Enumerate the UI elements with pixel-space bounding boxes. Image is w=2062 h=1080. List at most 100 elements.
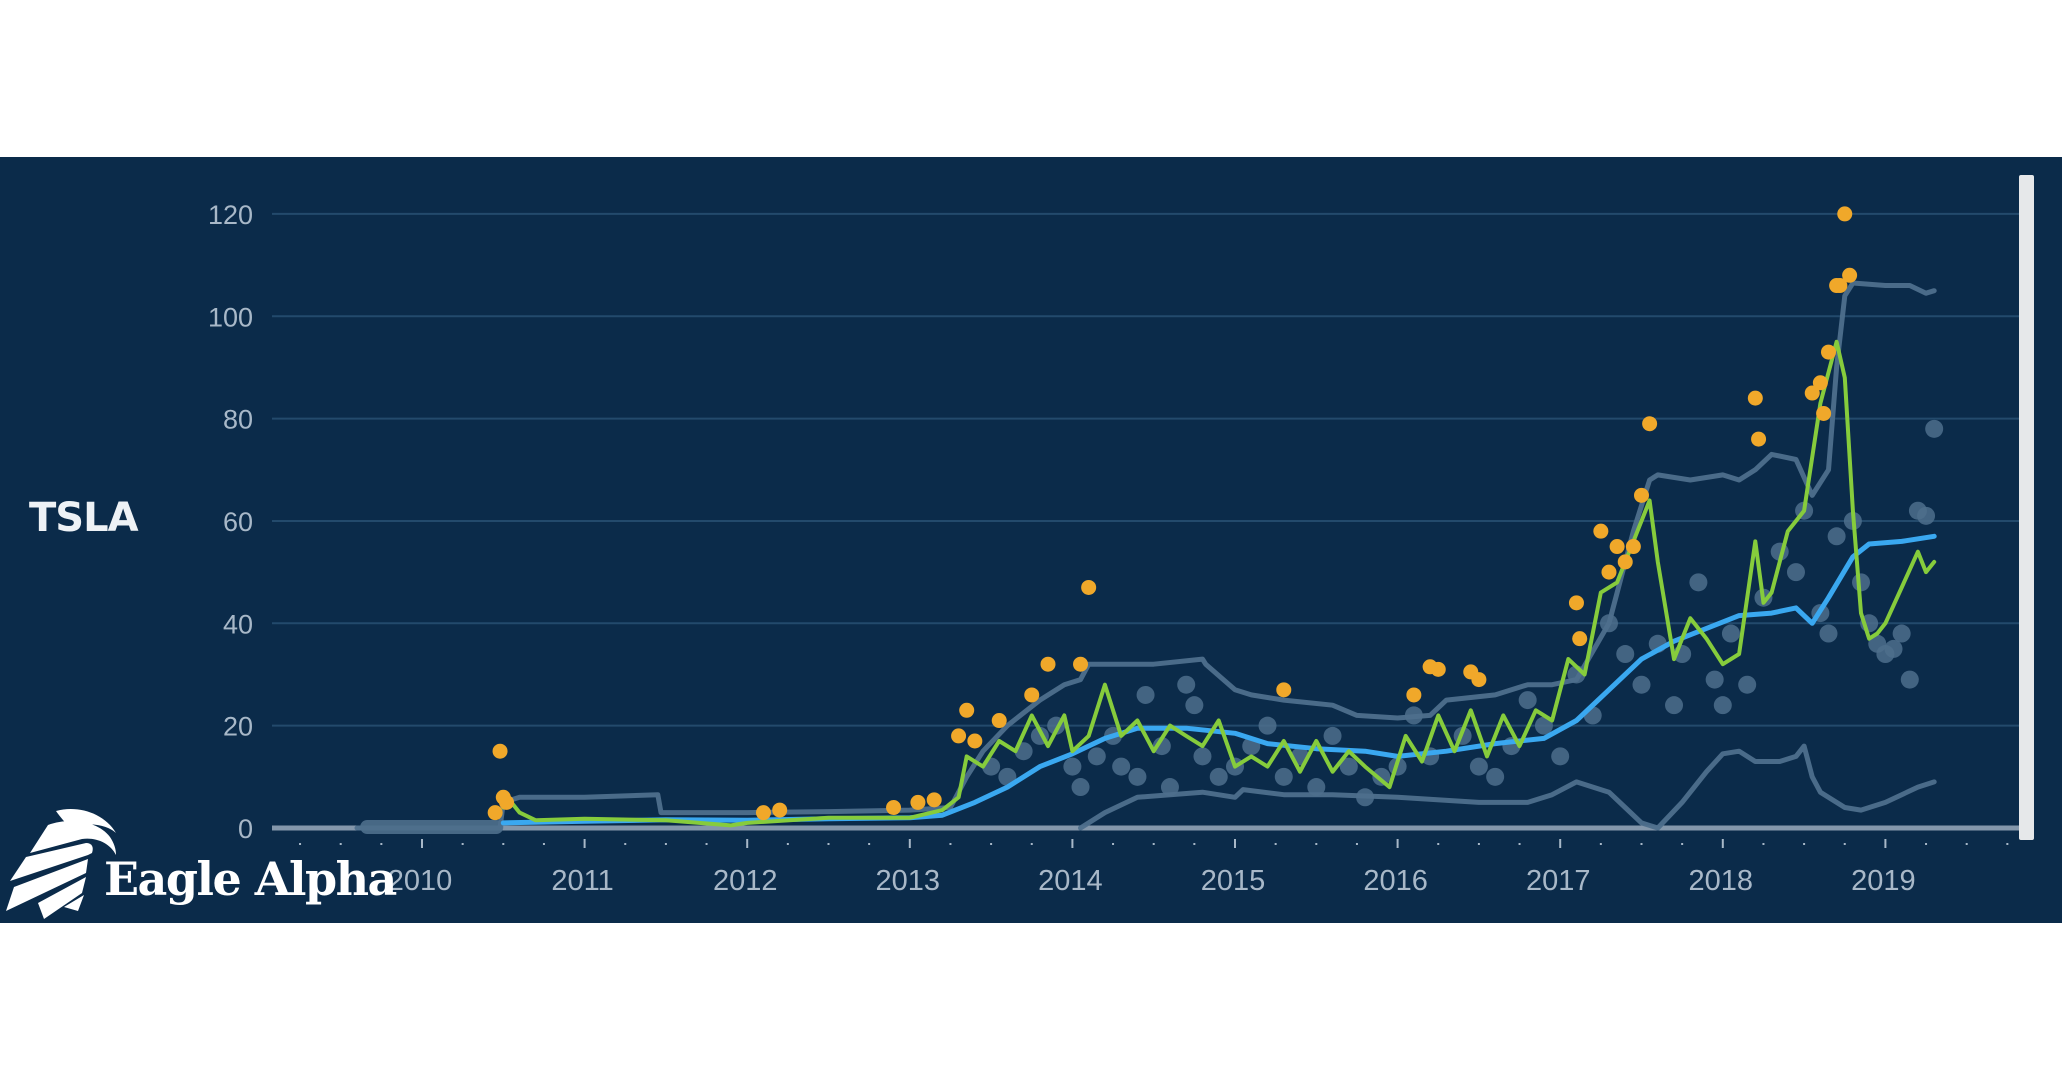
outliers-point bbox=[1081, 579, 1097, 595]
x-tick-label: 2014 bbox=[1038, 865, 1103, 897]
observations-point bbox=[1469, 757, 1488, 776]
observations-point bbox=[1721, 624, 1740, 643]
outliers-point bbox=[1568, 595, 1584, 611]
outliers-point bbox=[1276, 682, 1292, 698]
observations-point bbox=[1738, 675, 1757, 694]
observations-point bbox=[1819, 624, 1838, 643]
observations-point bbox=[1258, 716, 1277, 735]
outliers-point bbox=[1837, 206, 1853, 222]
observations-point bbox=[1917, 506, 1936, 525]
observations-point bbox=[1071, 778, 1090, 797]
outliers-point bbox=[755, 805, 771, 821]
lower-band-line bbox=[1078, 743, 1937, 831]
minor-tick bbox=[461, 843, 464, 845]
y-tick-label: 100 bbox=[208, 302, 253, 332]
observations-point bbox=[1274, 767, 1293, 786]
y-tick-label: 80 bbox=[223, 405, 253, 435]
y-tick-label: 0 bbox=[238, 814, 253, 844]
outliers-point bbox=[492, 743, 508, 759]
minor-tick bbox=[542, 843, 545, 845]
gridlines bbox=[272, 212, 2019, 727]
minor-tick bbox=[1030, 843, 1033, 845]
minor-tick bbox=[868, 843, 871, 845]
observations-point bbox=[1339, 757, 1358, 776]
observations-point bbox=[1713, 696, 1732, 715]
outliers-point bbox=[499, 794, 515, 810]
outliers-point bbox=[1816, 405, 1832, 421]
observations-point bbox=[1136, 685, 1155, 704]
observations-point bbox=[1900, 670, 1919, 689]
minor-tick bbox=[1315, 843, 1318, 845]
minor-tick bbox=[1274, 843, 1277, 845]
observations-point bbox=[1689, 573, 1708, 592]
observations-point bbox=[1063, 757, 1082, 776]
outliers-point bbox=[1820, 344, 1836, 360]
observations-point bbox=[1087, 747, 1106, 766]
outliers-point bbox=[487, 805, 503, 821]
minor-tick bbox=[1193, 843, 1196, 845]
outliers-point bbox=[1625, 539, 1641, 555]
minor-tick bbox=[1477, 843, 1480, 845]
outliers-point bbox=[1812, 375, 1828, 391]
x-tick-label: 2012 bbox=[713, 865, 778, 897]
observations-point bbox=[1925, 419, 1944, 438]
observations-point bbox=[1665, 696, 1684, 715]
observations-point bbox=[1884, 639, 1903, 658]
minor-tick bbox=[1599, 843, 1602, 845]
observations-point bbox=[1372, 767, 1391, 786]
outliers-point bbox=[951, 728, 967, 744]
observations-point bbox=[1323, 726, 1342, 745]
observations-point bbox=[1827, 527, 1846, 546]
minor-tick bbox=[380, 843, 383, 845]
observations-point bbox=[1786, 563, 1805, 582]
minor-tick bbox=[1681, 843, 1684, 845]
observations-point bbox=[1551, 747, 1570, 766]
outliers-point bbox=[772, 802, 788, 818]
minor-tick bbox=[1640, 843, 1643, 845]
minor-tick bbox=[786, 843, 789, 845]
outliers-point bbox=[1024, 687, 1040, 703]
observations-point bbox=[1112, 757, 1131, 776]
minor-tick bbox=[1152, 843, 1155, 845]
minor-tick bbox=[502, 843, 505, 845]
short-moving-average-line bbox=[501, 339, 1937, 828]
x-tick-label: 2019 bbox=[1851, 865, 1916, 897]
y-axis-labels: 0 20 40 60 80 100 120 bbox=[208, 200, 253, 844]
x-tick-label: 2015 bbox=[1201, 865, 1266, 897]
observations-point bbox=[1152, 737, 1171, 756]
outliers-point bbox=[1642, 416, 1658, 432]
vertical-scrollbar[interactable] bbox=[2019, 175, 2034, 840]
outliers-point bbox=[959, 702, 975, 718]
minor-tick bbox=[1437, 843, 1440, 845]
observations-point bbox=[1128, 767, 1147, 786]
x-tick-label: 2011 bbox=[551, 865, 613, 897]
x-tick-label: 2017 bbox=[1526, 865, 1591, 897]
outliers-point bbox=[926, 792, 942, 808]
y-tick-label: 60 bbox=[223, 507, 253, 537]
observations-point bbox=[1632, 675, 1651, 694]
minor-tick bbox=[1803, 843, 1806, 845]
outliers-point bbox=[1471, 672, 1487, 688]
observations-point bbox=[1486, 767, 1505, 786]
outliers-point bbox=[1747, 390, 1763, 406]
observations-point bbox=[1616, 645, 1635, 664]
y-tick-label: 40 bbox=[223, 609, 253, 639]
outliers-point bbox=[967, 733, 983, 749]
x-tick-label: 2016 bbox=[1363, 865, 1428, 897]
outliers-point bbox=[1073, 656, 1089, 672]
upper-band-line bbox=[354, 280, 1937, 831]
outliers-point bbox=[1634, 487, 1649, 503]
x-tick-label: 2013 bbox=[876, 865, 941, 897]
minor-tick bbox=[664, 843, 667, 845]
outliers-point bbox=[1572, 631, 1588, 647]
outliers-point bbox=[1430, 661, 1446, 677]
minor-tick bbox=[1843, 843, 1846, 845]
minor-tick bbox=[949, 843, 952, 845]
eagle-head-icon bbox=[6, 809, 116, 919]
observations-point bbox=[998, 767, 1017, 786]
observations-point bbox=[1705, 670, 1724, 689]
minor-tick bbox=[624, 843, 627, 845]
minor-tick bbox=[1762, 843, 1765, 845]
outliers-point bbox=[1593, 523, 1609, 539]
